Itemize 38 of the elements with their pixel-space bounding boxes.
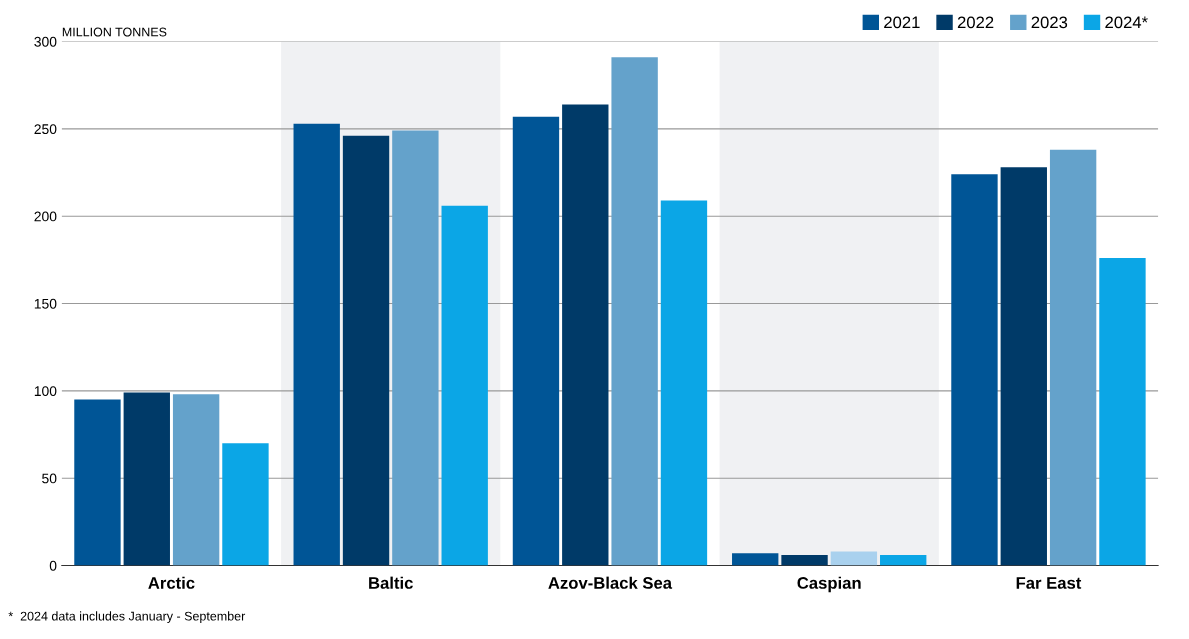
x-tick-label: Far East bbox=[1016, 577, 1082, 589]
bar bbox=[172, 394, 220, 566]
bar bbox=[123, 392, 170, 566]
bar bbox=[732, 553, 779, 566]
x-tick-label: Arctic bbox=[148, 576, 195, 589]
bar bbox=[441, 205, 488, 566]
bar bbox=[1000, 167, 1047, 566]
y-axis-title: MILLION TONNES bbox=[62, 27, 167, 37]
bar bbox=[951, 174, 998, 566]
legend-label: 2022 bbox=[957, 16, 994, 29]
legend-label: 2024* bbox=[1105, 16, 1148, 29]
x-tick-label: Caspian bbox=[797, 576, 861, 593]
legend-label: 2021 bbox=[884, 16, 920, 29]
bar bbox=[74, 399, 121, 566]
text: * 2024 data includes January - September bbox=[8, 611, 246, 624]
y-tick-label: 150 bbox=[34, 298, 57, 309]
bar bbox=[611, 57, 658, 566]
y-tick-label: 200 bbox=[34, 211, 57, 222]
y-tick-label: 300 bbox=[34, 36, 57, 47]
bar bbox=[293, 123, 340, 566]
bar bbox=[660, 200, 708, 566]
y-tick-label: 0 bbox=[49, 560, 57, 571]
x-tick-label: Azov-Black Sea bbox=[548, 576, 673, 589]
bar bbox=[392, 130, 439, 566]
bar bbox=[830, 551, 878, 566]
bar bbox=[342, 135, 390, 566]
bar bbox=[1049, 149, 1097, 566]
y-tick-label: 250 bbox=[34, 124, 57, 135]
bar bbox=[222, 443, 269, 566]
x-tick-label: Baltic bbox=[369, 576, 413, 589]
bar bbox=[562, 104, 609, 566]
bar bbox=[1099, 258, 1146, 566]
y-tick-label: 50 bbox=[42, 473, 57, 484]
bar bbox=[512, 116, 560, 566]
y-tick-label: 100 bbox=[34, 386, 57, 397]
bar bbox=[781, 555, 828, 566]
bar bbox=[880, 555, 927, 566]
legend-label: 2023 bbox=[1031, 16, 1068, 29]
